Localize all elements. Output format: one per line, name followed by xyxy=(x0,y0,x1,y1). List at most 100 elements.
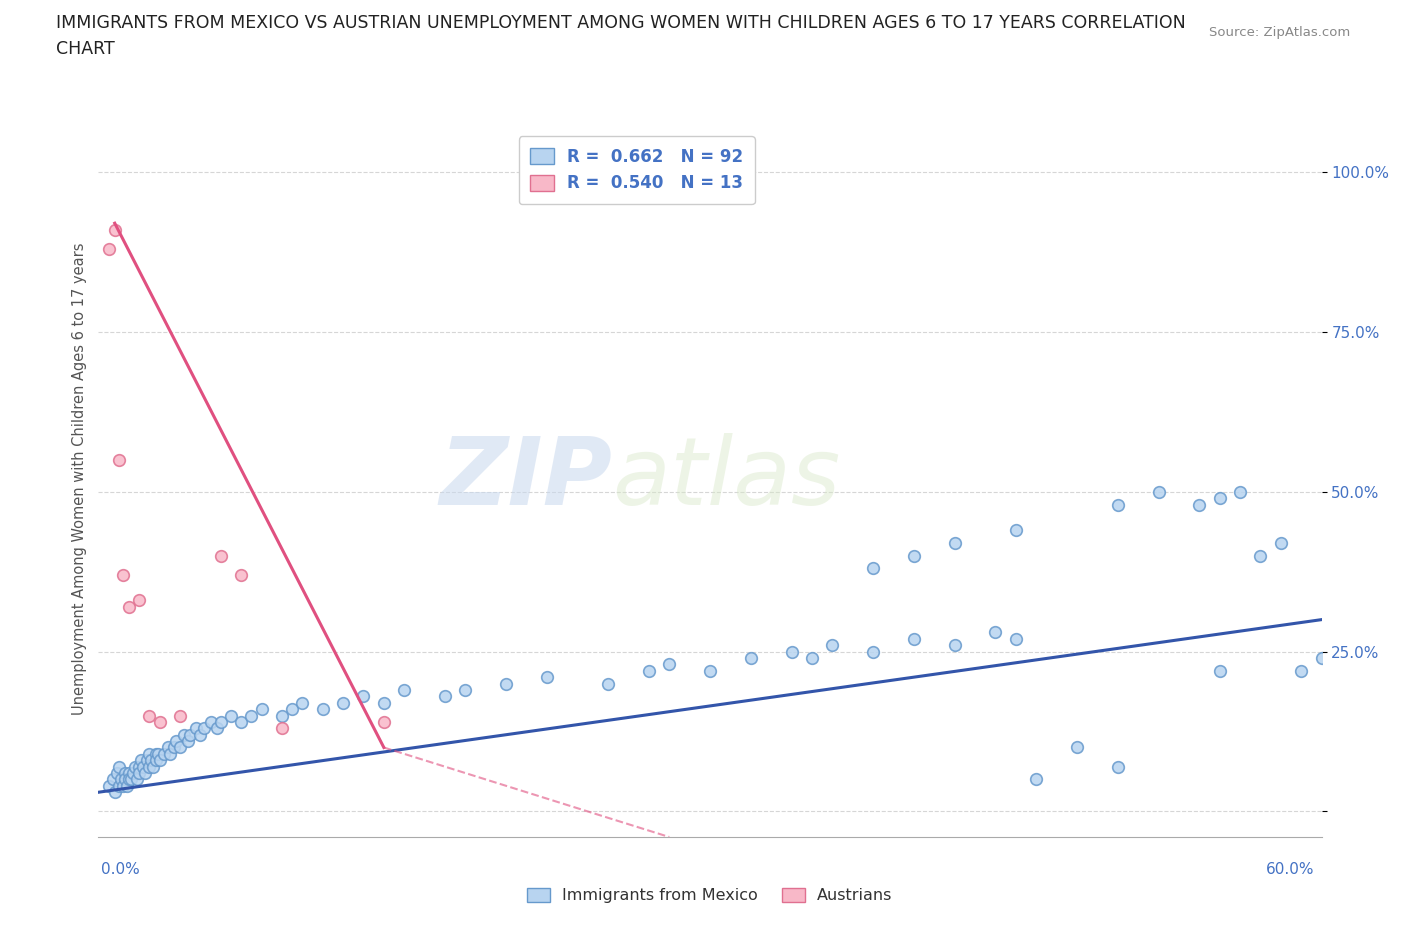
Point xyxy=(142,759,165,774)
Point xyxy=(127,772,149,787)
Point xyxy=(1025,772,1047,787)
Text: 60.0%: 60.0% xyxy=(1267,862,1315,877)
Point xyxy=(801,651,824,666)
Point xyxy=(141,753,163,768)
Point xyxy=(1209,663,1232,678)
Text: atlas: atlas xyxy=(612,433,841,525)
Point xyxy=(114,772,136,787)
Text: Source: ZipAtlas.com: Source: ZipAtlas.com xyxy=(1209,26,1350,39)
Point xyxy=(108,759,131,774)
Point xyxy=(209,549,232,564)
Point xyxy=(943,536,966,551)
Point xyxy=(108,452,131,467)
Point xyxy=(128,593,150,608)
Point xyxy=(1270,536,1292,551)
Legend: Immigrants from Mexico, Austrians: Immigrants from Mexico, Austrians xyxy=(519,880,901,911)
Point xyxy=(821,638,844,653)
Point xyxy=(145,753,167,768)
Point xyxy=(145,747,167,762)
Point xyxy=(138,747,160,762)
Point xyxy=(163,740,186,755)
Point xyxy=(173,727,195,742)
Point xyxy=(332,696,354,711)
Point xyxy=(138,759,160,774)
Point xyxy=(984,625,1007,640)
Point xyxy=(105,765,128,780)
Point xyxy=(193,721,215,736)
Point xyxy=(118,765,141,780)
Point xyxy=(943,638,966,653)
Point xyxy=(250,701,273,716)
Point xyxy=(1107,498,1129,512)
Point xyxy=(128,765,150,780)
Point xyxy=(862,644,884,659)
Point xyxy=(373,714,395,729)
Point xyxy=(146,747,169,762)
Point xyxy=(108,778,131,793)
Point xyxy=(1004,523,1026,538)
Point xyxy=(598,676,620,691)
Point xyxy=(862,561,884,576)
Text: ZIP: ZIP xyxy=(439,433,612,525)
Point xyxy=(177,734,200,749)
Point xyxy=(188,727,212,742)
Point xyxy=(136,753,159,768)
Point xyxy=(536,670,558,684)
Point xyxy=(637,663,661,678)
Point xyxy=(219,708,242,723)
Point xyxy=(128,759,150,774)
Y-axis label: Unemployment Among Women with Children Ages 6 to 17 years: Unemployment Among Women with Children A… xyxy=(72,243,87,715)
Point xyxy=(111,567,134,582)
Point xyxy=(209,714,232,729)
Point xyxy=(1147,485,1170,499)
Point xyxy=(200,714,222,729)
Point xyxy=(138,708,160,723)
Point xyxy=(1291,663,1313,678)
Point xyxy=(97,778,120,793)
Point xyxy=(312,701,335,716)
Point xyxy=(169,708,191,723)
Point xyxy=(120,772,142,787)
Text: CHART: CHART xyxy=(56,40,115,58)
Point xyxy=(1209,491,1232,506)
Point xyxy=(392,683,416,698)
Point xyxy=(118,772,141,787)
Point xyxy=(179,727,201,742)
Text: IMMIGRANTS FROM MEXICO VS AUSTRIAN UNEMPLOYMENT AMONG WOMEN WITH CHILDREN AGES 6: IMMIGRANTS FROM MEXICO VS AUSTRIAN UNEMP… xyxy=(56,14,1187,32)
Point xyxy=(454,683,477,698)
Point xyxy=(434,689,457,704)
Point xyxy=(780,644,803,659)
Point xyxy=(1229,485,1251,499)
Point xyxy=(231,567,253,582)
Point xyxy=(1004,631,1026,646)
Point xyxy=(118,600,141,615)
Point xyxy=(97,241,120,256)
Point xyxy=(124,759,146,774)
Point xyxy=(1249,549,1271,564)
Point xyxy=(291,696,314,711)
Point xyxy=(134,765,156,780)
Point xyxy=(281,701,304,716)
Point xyxy=(156,740,179,755)
Point xyxy=(111,778,134,793)
Point xyxy=(373,696,395,711)
Point xyxy=(231,714,253,729)
Point xyxy=(1310,651,1333,666)
Point xyxy=(132,759,155,774)
Point xyxy=(115,778,138,793)
Point xyxy=(1066,740,1088,755)
Point xyxy=(152,747,174,762)
Point xyxy=(114,765,136,780)
Point xyxy=(495,676,517,691)
Point xyxy=(1107,759,1129,774)
Point xyxy=(205,721,228,736)
Point xyxy=(149,714,172,729)
Point xyxy=(270,708,294,723)
Point xyxy=(129,753,152,768)
Point xyxy=(352,689,374,704)
Point xyxy=(122,765,145,780)
Text: 0.0%: 0.0% xyxy=(101,862,141,877)
Point xyxy=(699,663,721,678)
Point xyxy=(740,651,762,666)
Point xyxy=(104,785,127,800)
